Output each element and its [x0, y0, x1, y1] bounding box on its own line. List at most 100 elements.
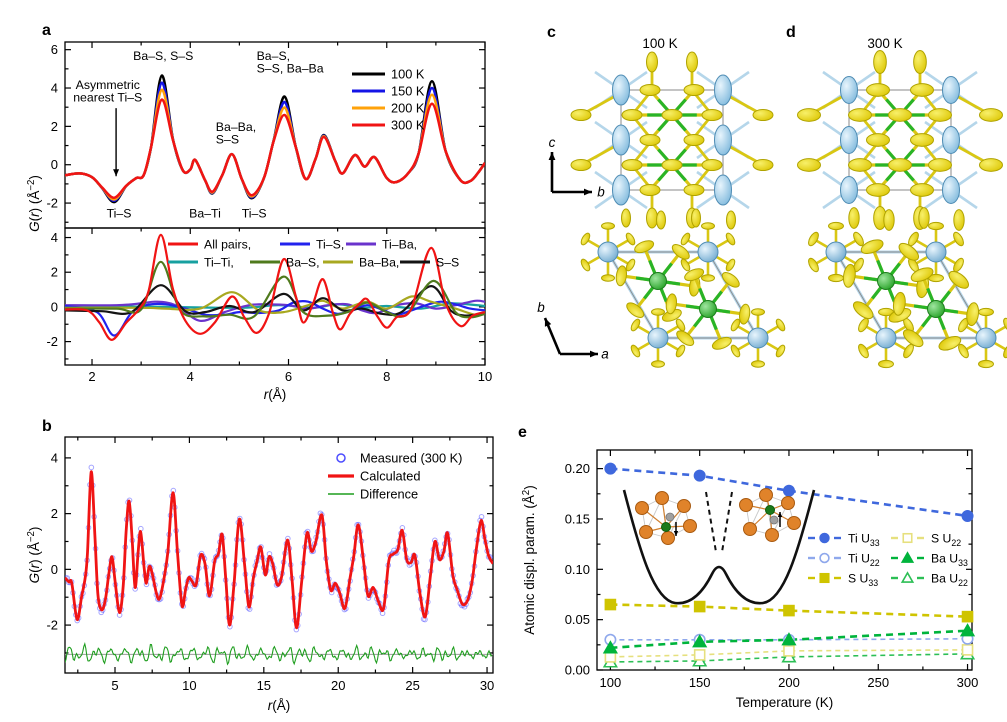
svg-text:nearest Ti–S: nearest Ti–S	[73, 90, 142, 104]
svg-text:0.00: 0.00	[565, 663, 590, 678]
legend: Measured (300 K) Calculated Difference	[328, 451, 462, 502]
svg-text:All pairs,: All pairs,	[204, 238, 251, 252]
panel-b-chart: 5 10 15 20 25 30 -2 0 2 4 r(Å) G(r) (Å−2) Measured (…	[26, 436, 494, 713]
svg-text:G(r) (Å−2): G(r) (Å−2)	[26, 527, 42, 584]
svg-text:Ti U33: Ti U33	[848, 532, 880, 549]
svg-text:Ti–S: Ti–S	[242, 206, 267, 220]
octahedron-cluster	[635, 491, 697, 545]
calculated-curve	[65, 470, 493, 630]
svg-text:Ti–Ti,: Ti–Ti,	[204, 256, 234, 270]
series-markers	[602, 462, 976, 668]
fit-curves	[65, 464, 493, 666]
svg-text:-2: -2	[46, 334, 58, 349]
svg-text:Ti–S: Ti–S	[107, 206, 132, 220]
svg-text:S U33: S U33	[848, 572, 878, 589]
svg-text:Ba–S,: Ba–S,	[257, 49, 291, 63]
svg-text:4: 4	[187, 369, 194, 384]
double-well-inset	[622, 488, 816, 605]
axes: 5 10 15 20 25 30 -2 0 2 4 r(Å) G(r) (Å−2)	[26, 436, 494, 713]
svg-text:150 K: 150 K	[391, 84, 425, 99]
svg-text:S–S, Ba–Ba: S–S, Ba–Ba	[257, 62, 324, 76]
svg-text:a: a	[601, 347, 609, 362]
svg-text:Ti–S,: Ti–S,	[316, 238, 344, 252]
legend: Ti U33 Ti U22 S U33 S U22 Ba U33 Ba U22	[808, 532, 968, 589]
panel-c-title: 100 K	[642, 36, 678, 51]
svg-text:2: 2	[88, 369, 95, 384]
panel-c-structure-ab-view	[580, 208, 786, 368]
axes-arrows-cb: cb	[548, 135, 605, 200]
svg-text:r(Å): r(Å)	[268, 698, 291, 713]
legend-partials: All pairs, Ti–S, Ti–Ba, Ti–Ti, Ba–S, Ba–Ba, S–…	[168, 238, 459, 270]
panel-letter-e: e	[518, 424, 527, 441]
panel-a-chart: 2 4 6 8 10 -2 0 2 4 6 -2 0 2 4 r(Å) G(r) (Å−2) Ba–S, S–S…	[26, 41, 492, 402]
difference-curve	[65, 642, 493, 666]
svg-text:30: 30	[480, 678, 494, 693]
svg-text:-2: -2	[46, 618, 58, 633]
svg-text:0: 0	[51, 299, 58, 314]
panel-c-axes-cb: cb	[548, 135, 605, 200]
svg-text:S–S: S–S	[436, 256, 459, 270]
svg-text:200 K: 200 K	[391, 101, 425, 116]
svg-text:4: 4	[51, 81, 58, 96]
crystal-structure-bc	[570, 51, 774, 229]
svg-text:20: 20	[331, 678, 345, 693]
svg-text:b: b	[537, 300, 545, 315]
svg-text:c: c	[549, 135, 556, 150]
svg-text:Asymmetric: Asymmetric	[76, 78, 140, 92]
svg-text:b: b	[597, 185, 605, 200]
svg-text:0.05: 0.05	[565, 612, 590, 627]
partial-pdf-curves	[65, 233, 485, 341]
svg-text:150: 150	[689, 675, 711, 690]
svg-text:100: 100	[600, 675, 622, 690]
axes: 100 150 200 250 300 0.00 0.05 0.10 0.15 0.20 Tempe…	[521, 449, 979, 710]
panel-c-axes-ba: ab	[537, 300, 609, 362]
legend-temperatures: 100 K 150 K 200 K 300 K	[352, 67, 425, 133]
svg-text:100 K: 100 K	[391, 67, 425, 82]
panel-d-structure-bc-view	[797, 50, 1003, 230]
svg-text:4: 4	[51, 450, 58, 465]
svg-text:Temperature (K): Temperature (K)	[736, 695, 834, 710]
svg-text:2: 2	[51, 506, 58, 521]
svg-text:Calculated: Calculated	[360, 469, 420, 484]
svg-text:Ba–Ba,: Ba–Ba,	[359, 256, 399, 270]
svg-text:Ti U22: Ti U22	[848, 552, 880, 569]
svg-text:Ba–Ba,: Ba–Ba,	[216, 120, 256, 134]
panel-letter-d: d	[786, 24, 796, 41]
panel-letter-b: b	[42, 418, 52, 435]
series-lines	[610, 467, 968, 663]
panel-e-chart: 100 150 200 250 300 0.00 0.05 0.10 0.15 0.20 Tempe…	[521, 449, 979, 710]
svg-text:G(r) (Å−2): G(r) (Å−2)	[26, 175, 42, 232]
svg-text:25: 25	[405, 678, 419, 693]
crystal-structure-bc	[797, 50, 1003, 230]
svg-text:200: 200	[778, 675, 800, 690]
crystal-structure-ab	[580, 208, 786, 368]
svg-text:Ba–Ti: Ba–Ti	[189, 206, 221, 220]
svg-text:-2: -2	[46, 196, 58, 211]
svg-text:4: 4	[51, 230, 58, 245]
svg-text:S U22: S U22	[931, 532, 961, 549]
svg-text:2: 2	[51, 265, 58, 280]
panel-d-title: 300 K	[867, 36, 903, 51]
svg-text:6: 6	[285, 369, 292, 384]
svg-text:0: 0	[51, 157, 58, 172]
measured-points	[65, 464, 493, 633]
svg-text:10: 10	[478, 369, 492, 384]
svg-text:15: 15	[257, 678, 271, 693]
svg-text:Ti–Ba,: Ti–Ba,	[382, 238, 417, 252]
svg-text:6: 6	[51, 42, 58, 57]
svg-text:300: 300	[957, 675, 979, 690]
axes: 2 4 6 8 10 -2 0 2 4 6 -2 0 2 4 r(Å) G(r) (Å−2)	[26, 41, 492, 402]
panel-letter-c: c	[547, 24, 556, 41]
svg-text:Ba U22: Ba U22	[931, 572, 968, 589]
svg-text:5: 5	[111, 678, 118, 693]
svg-text:250: 250	[867, 675, 889, 690]
panel-d-structure-ab-view	[808, 207, 1007, 369]
curve-300K	[65, 98, 485, 200]
svg-text:Ba–S,: Ba–S,	[286, 256, 320, 270]
svg-text:8: 8	[383, 369, 390, 384]
svg-text:Difference: Difference	[360, 487, 418, 502]
panel-c-structure-bc-view	[570, 51, 774, 229]
axes-arrows-ba: ab	[537, 300, 609, 362]
crystal-structure-ab	[808, 207, 1007, 369]
